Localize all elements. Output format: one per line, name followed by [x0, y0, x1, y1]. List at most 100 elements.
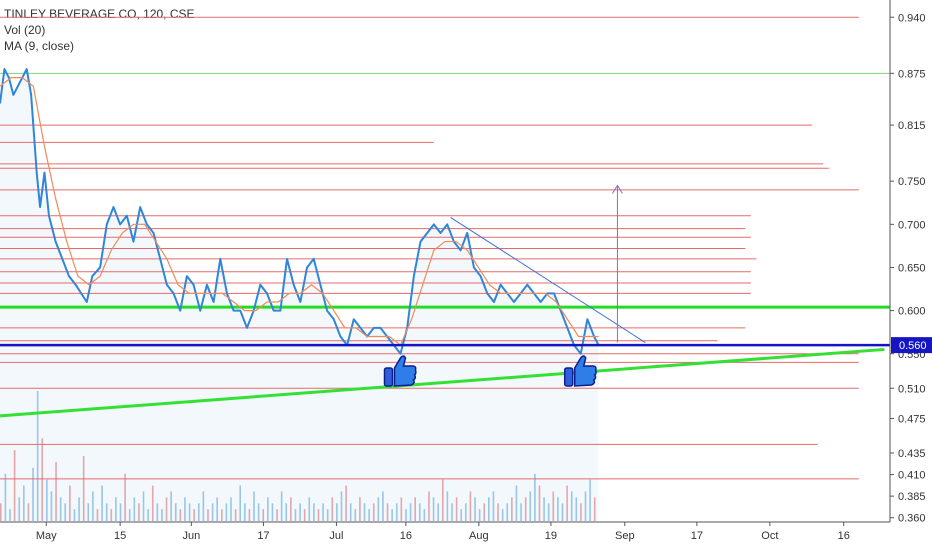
volume-bar: [257, 503, 260, 521]
volume-bar: [395, 503, 398, 521]
volume-bar: [354, 509, 357, 521]
y-tick-label: 0.700: [898, 219, 926, 231]
volume-bar: [32, 467, 34, 521]
thumb-cuff: [383, 367, 394, 387]
thumbs-up-icon: [563, 355, 597, 387]
thumb-hand: [573, 355, 597, 387]
volume-bar: [469, 491, 472, 521]
volume-bar: [50, 491, 53, 521]
trend-line: [0, 347, 885, 418]
y-tick-label: 0.940: [898, 12, 926, 24]
volume-bar: [285, 503, 288, 521]
volume-bar: [460, 509, 463, 521]
volume-bar: [557, 497, 559, 521]
volume-bar: [331, 497, 334, 521]
volume-bar: [538, 485, 541, 521]
volume-bar: [294, 509, 297, 521]
volume-bar: [561, 503, 564, 521]
volume-bar: [267, 497, 269, 521]
volume-bar: [36, 391, 39, 521]
volume-bar: [202, 491, 205, 521]
volume-bars: [0, 391, 596, 521]
volume-bar: [584, 491, 587, 521]
volume-bar: [92, 491, 94, 521]
thumbs-up-icon: [383, 355, 417, 387]
volume-bar: [566, 485, 568, 521]
price-area: [0, 69, 599, 523]
volume-bar: [465, 503, 467, 521]
thumb-cuff: [563, 367, 574, 387]
volume-bar: [220, 509, 223, 521]
volume-bar: [9, 509, 11, 521]
volume-bar: [437, 503, 439, 521]
volume-bar: [515, 485, 518, 521]
volume-bar: [115, 497, 117, 521]
volume-bar: [55, 461, 57, 521]
x-tick-label: Aug: [469, 530, 489, 542]
volume-bar: [570, 491, 573, 521]
x-tick-label: Sep: [615, 530, 635, 542]
volume-bar: [386, 503, 389, 521]
volume-bar: [179, 509, 182, 521]
volume-bar: [529, 491, 532, 521]
volume-bar: [188, 503, 191, 521]
volume-bar: [446, 491, 449, 521]
volume-bar: [488, 497, 490, 521]
volume-bar: [340, 491, 343, 521]
x-tick-label: 17: [691, 530, 703, 542]
volume-bar: [197, 503, 200, 521]
volume-bar: [308, 497, 311, 521]
volume-legend[interactable]: Vol (20): [4, 23, 46, 37]
volume-bar: [372, 503, 375, 521]
volume-bar: [593, 497, 596, 521]
volume-bar: [400, 497, 403, 521]
x-tick-label: Jun: [182, 530, 200, 542]
volume-bar: [46, 479, 48, 521]
volume-bar: [170, 491, 172, 521]
volume-bar: [280, 491, 283, 521]
volume-bar: [303, 509, 306, 521]
volume-bar: [276, 509, 278, 521]
volume-bar: [497, 503, 499, 521]
volume-bar: [547, 503, 550, 521]
volume-bar: [64, 503, 67, 521]
volume-bar: [506, 503, 509, 521]
y-tick-label: 0.650: [898, 262, 926, 274]
volume-bar: [524, 497, 527, 521]
volume-bar: [216, 497, 218, 521]
volume-bar: [234, 509, 237, 521]
volume-bar: [184, 497, 186, 521]
y-tick-label: 0.600: [898, 306, 926, 318]
volume-bar: [391, 509, 393, 521]
volume-bar: [483, 503, 486, 521]
volume-bar: [82, 456, 85, 521]
x-tick-label: Oct: [761, 530, 778, 542]
volume-bar: [207, 509, 209, 521]
volume-bar: [193, 509, 195, 521]
volume-bar: [313, 503, 315, 521]
volume-bar: [4, 473, 7, 521]
volume-bar: [511, 497, 513, 521]
volume-bar: [345, 485, 347, 521]
volume-bar: [299, 503, 301, 521]
x-tick-label: Jul: [329, 530, 343, 542]
volume-bar: [23, 485, 25, 521]
y-tick-label: 0.360: [898, 513, 926, 525]
volume-bar: [322, 503, 324, 521]
volume-bar: [230, 497, 232, 521]
volume-bar: [363, 503, 366, 521]
volume-bar: [580, 503, 582, 521]
ma-line: [0, 77, 599, 346]
volume-bar: [492, 491, 495, 521]
volume-bar: [105, 503, 108, 521]
volume-bar: [441, 479, 444, 521]
y-tick-label: 0.875: [898, 68, 926, 80]
horizontal-levels: [0, 16, 890, 480]
volume-bar: [290, 497, 292, 521]
volume-bar: [423, 509, 426, 521]
volume-bar: [428, 491, 430, 521]
volume-bar: [87, 503, 90, 521]
ma-legend[interactable]: MA (9, close): [4, 39, 75, 53]
